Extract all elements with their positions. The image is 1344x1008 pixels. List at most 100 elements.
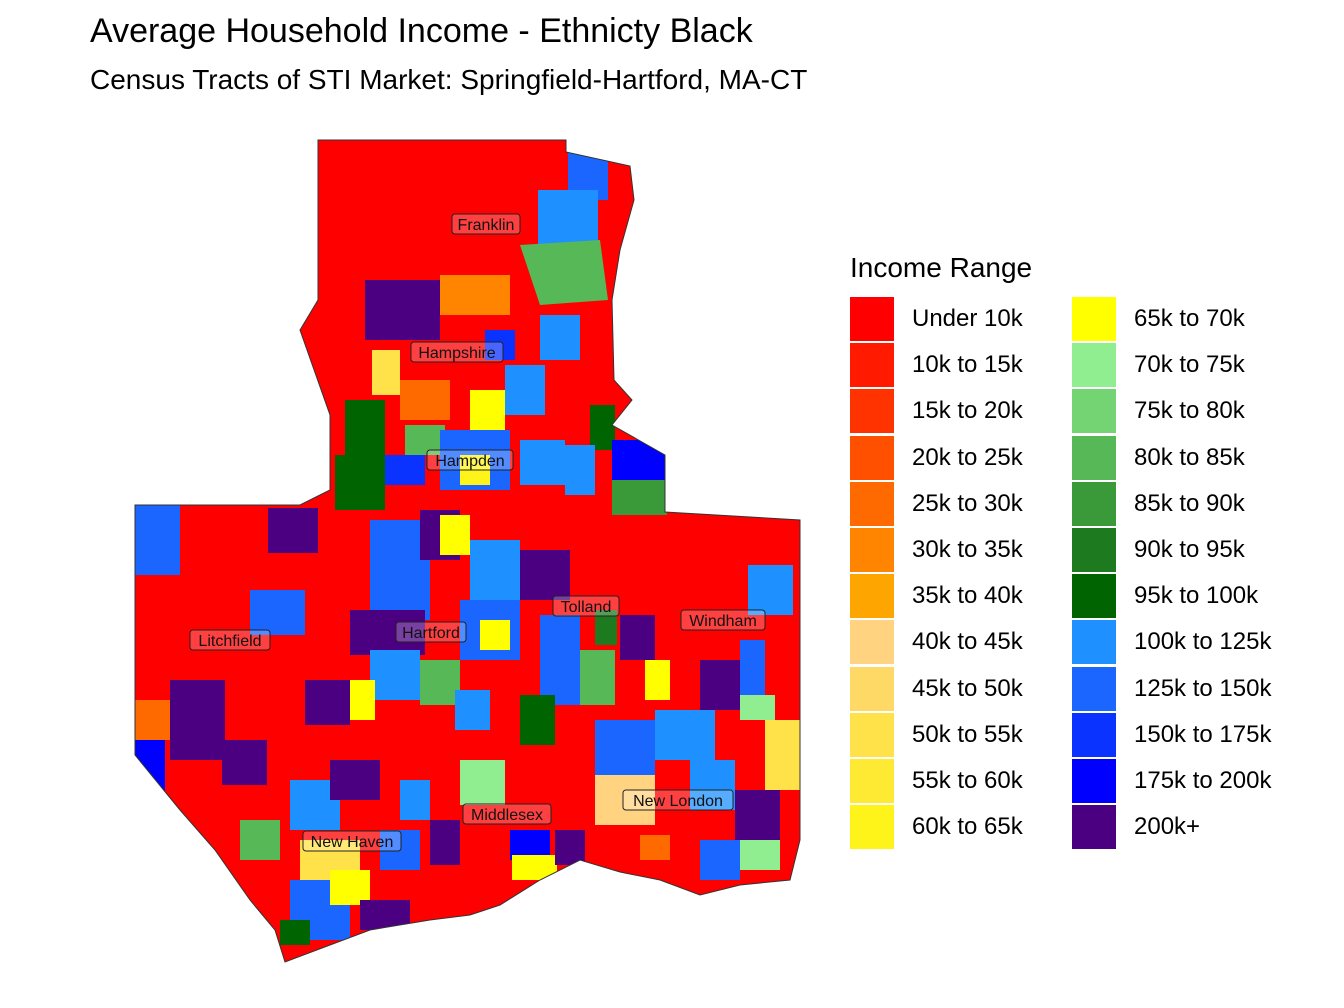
legend-column-left: Under 10k 10k to 15k 15k to 20k 20k to 25k 2… [850, 296, 1052, 850]
tract [430, 820, 460, 865]
tract [330, 760, 380, 800]
legend-swatch [1072, 481, 1116, 526]
county-labels: Franklin Hampshire Hampden Litchfield Ha… [189, 213, 766, 852]
legend-swatch [850, 343, 894, 388]
legend-label: 55k to 60k [912, 766, 1023, 794]
tract [612, 480, 667, 515]
county-label-windham: Windham [680, 609, 766, 631]
legend-swatch [850, 435, 894, 480]
tract [485, 330, 515, 360]
tract [240, 820, 280, 860]
tract [700, 840, 740, 880]
tract-layer [135, 140, 800, 962]
svg-text:Hartford: Hartford [402, 625, 460, 642]
county-label-hartford: Hartford [395, 621, 467, 643]
svg-text:Franklin: Franklin [458, 217, 515, 234]
legend-item: 65k to 70k [1072, 296, 1274, 342]
legend-swatch [850, 666, 894, 711]
tract [540, 315, 580, 360]
map-title: Average Household Income - Ethnicty Blac… [90, 12, 753, 50]
svg-text:Litchfield: Litchfield [198, 633, 261, 650]
tract [330, 870, 370, 905]
legend-item: 75k to 80k [1072, 388, 1274, 434]
legend-item: 90k to 95k [1072, 527, 1274, 573]
legend-label: 40k to 45k [912, 628, 1023, 656]
tract [740, 840, 780, 870]
legend-swatch [850, 481, 894, 526]
legend-item: 85k to 90k [1072, 481, 1274, 527]
legend-swatch [1072, 343, 1116, 388]
county-label-new-haven: New Haven [302, 830, 402, 852]
tract [350, 680, 375, 720]
tract [520, 240, 608, 305]
tract [505, 365, 545, 415]
legend-label: 25k to 30k [912, 489, 1023, 517]
tract [590, 405, 615, 450]
legend-label: 125k to 150k [1134, 674, 1272, 702]
tract [735, 790, 780, 840]
tract [372, 350, 400, 395]
legend-item: 10k to 15k [850, 342, 1052, 388]
legend-label: 15k to 20k [912, 397, 1023, 425]
tract [305, 680, 350, 725]
tract [345, 400, 385, 455]
legend-item: Under 10k [850, 296, 1052, 342]
tract [135, 505, 180, 575]
legend-item: 80k to 85k [1072, 435, 1274, 481]
tract [350, 610, 425, 655]
legend-title: Income Range [850, 252, 1033, 283]
tract [612, 440, 667, 480]
legend-item: 70k to 75k [1072, 342, 1274, 388]
legend-item: 175k to 200k [1072, 758, 1274, 804]
legend-swatch [1072, 297, 1116, 342]
tract [765, 720, 800, 790]
tract [700, 660, 740, 710]
tract [480, 620, 510, 650]
county-label-hampshire: Hampshire [410, 341, 504, 363]
tract [222, 740, 267, 785]
tract [520, 550, 570, 600]
legend-label: 30k to 35k [912, 536, 1023, 564]
legend-label: 85k to 90k [1134, 489, 1245, 517]
tract [385, 455, 425, 485]
legend-label: 150k to 175k [1134, 720, 1272, 748]
legend-item: 55k to 60k [850, 758, 1052, 804]
tract [400, 780, 430, 820]
legend-item: 100k to 125k [1072, 619, 1274, 665]
legend-item: 45k to 50k [850, 666, 1052, 712]
tract [555, 830, 585, 865]
legend-label: Under 10k [912, 305, 1023, 333]
map-subtitle: Census Tracts of STI Market: Springfield… [90, 64, 808, 95]
tract [580, 650, 615, 705]
legend-item: 50k to 55k [850, 712, 1052, 758]
legend-label: 90k to 95k [1134, 536, 1245, 564]
svg-text:New Haven: New Haven [311, 834, 394, 851]
tract [540, 615, 580, 705]
legend-column-right: 65k to 70k 70k to 75k 75k to 80k 80k to 85k… [1072, 296, 1274, 850]
legend-swatch [1072, 574, 1116, 619]
legend-swatch [1072, 712, 1116, 757]
legend-swatch [1072, 435, 1116, 480]
tract [520, 440, 565, 485]
tract [740, 640, 765, 695]
svg-text:New London: New London [633, 793, 723, 810]
tract [250, 590, 305, 635]
legend: Income Range Under 10k 10k to 15k 15k to 2… [850, 252, 1274, 850]
legend-label: 35k to 40k [912, 582, 1023, 610]
legend-swatch [850, 528, 894, 573]
tract [655, 710, 715, 760]
tract [640, 835, 670, 860]
legend-swatch [850, 712, 894, 757]
county-label-litchfield: Litchfield [189, 629, 271, 651]
legend-swatch [1072, 758, 1116, 803]
legend-item: 20k to 25k [850, 435, 1052, 481]
tract [470, 390, 505, 430]
tract [595, 610, 617, 645]
tract [565, 445, 595, 495]
county-label-hampden: Hampden [426, 449, 514, 471]
county-label-middlesex: Middlesex [462, 803, 552, 825]
legend-item: 200k+ [1072, 804, 1274, 850]
county-label-new-london: New London [622, 789, 734, 811]
legend-item: 150k to 175k [1072, 712, 1274, 758]
